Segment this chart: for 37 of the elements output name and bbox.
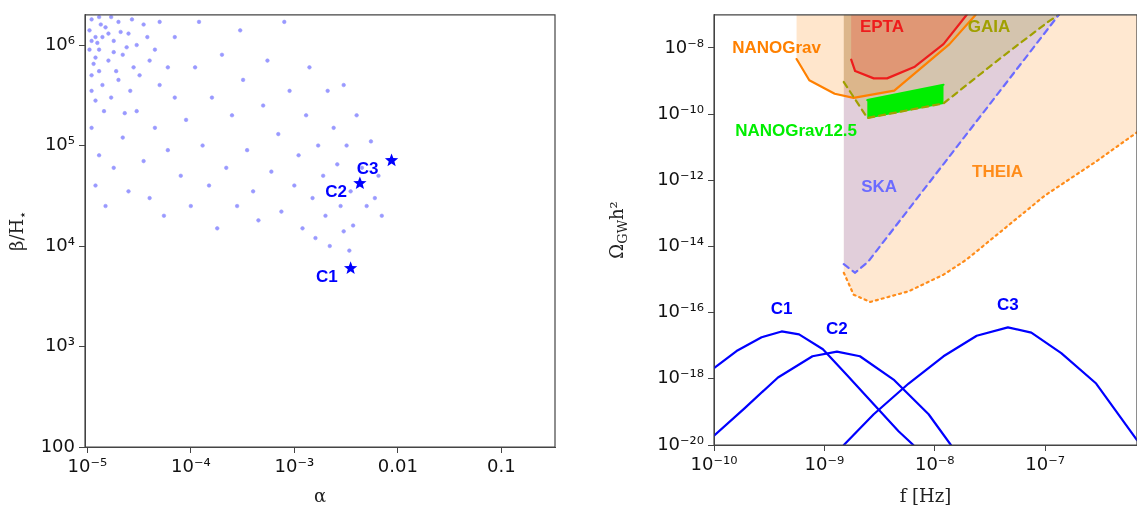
series-label: C3 [997,295,1019,314]
series-label: THEIA [972,161,1024,181]
series-label: NANOGrav12.5 [735,120,858,140]
series-label: C1 [770,299,793,319]
y-axis-title: ΩGWh² [605,201,630,259]
annotation: C1 [315,267,338,287]
series-label: EPTA [859,17,905,37]
y-axis-title: β/H⋆ [5,210,30,251]
y-tick-label: 10⁻¹⁸ [657,366,704,388]
x-tick-label: 10⁻⁴ [171,455,211,477]
y-tick-label: 10⁻¹⁰ [657,101,704,123]
x-tick-label: 10⁻⁸ [914,453,955,475]
y-tick-label: 10⁶ [44,32,75,54]
x-axis-title: f [Hz] [899,484,952,506]
y-tick-label: 10³ [44,334,75,356]
x-tick-label: 10⁻¹⁰ [690,453,738,475]
x-axis-title: α [313,484,327,506]
annotation: C3 [356,159,379,179]
y-tick-label: 10⁴ [44,233,75,255]
y-tick-label: 10⁻¹⁶ [657,300,704,322]
y-tick-label: 10⁻²⁰ [657,432,704,454]
series-label: C2 [826,319,848,339]
y-tick-label: 10⁻¹² [657,167,704,189]
x-tick-label: 10⁻⁹ [804,453,845,475]
annotation: C2 [325,182,347,202]
x-tick-label: 10⁻³ [274,455,315,477]
series-label: SKA [861,176,898,196]
series-label: NANOGrav [732,38,822,58]
x-tick-label: 0.1 [487,455,516,477]
x-tick-label: 10⁻⁵ [67,455,108,477]
series-label: GAIA [967,17,1011,37]
y-tick-label: 10⁻⁸ [664,35,704,57]
y-tick-label: 100 [40,434,75,456]
y-tick-label: 10⁵ [44,133,75,155]
y-tick-label: 10⁻¹⁴ [657,234,704,256]
x-tick-label: 10⁻⁷ [1025,453,1065,475]
x-tick-label: 0.01 [377,455,418,477]
